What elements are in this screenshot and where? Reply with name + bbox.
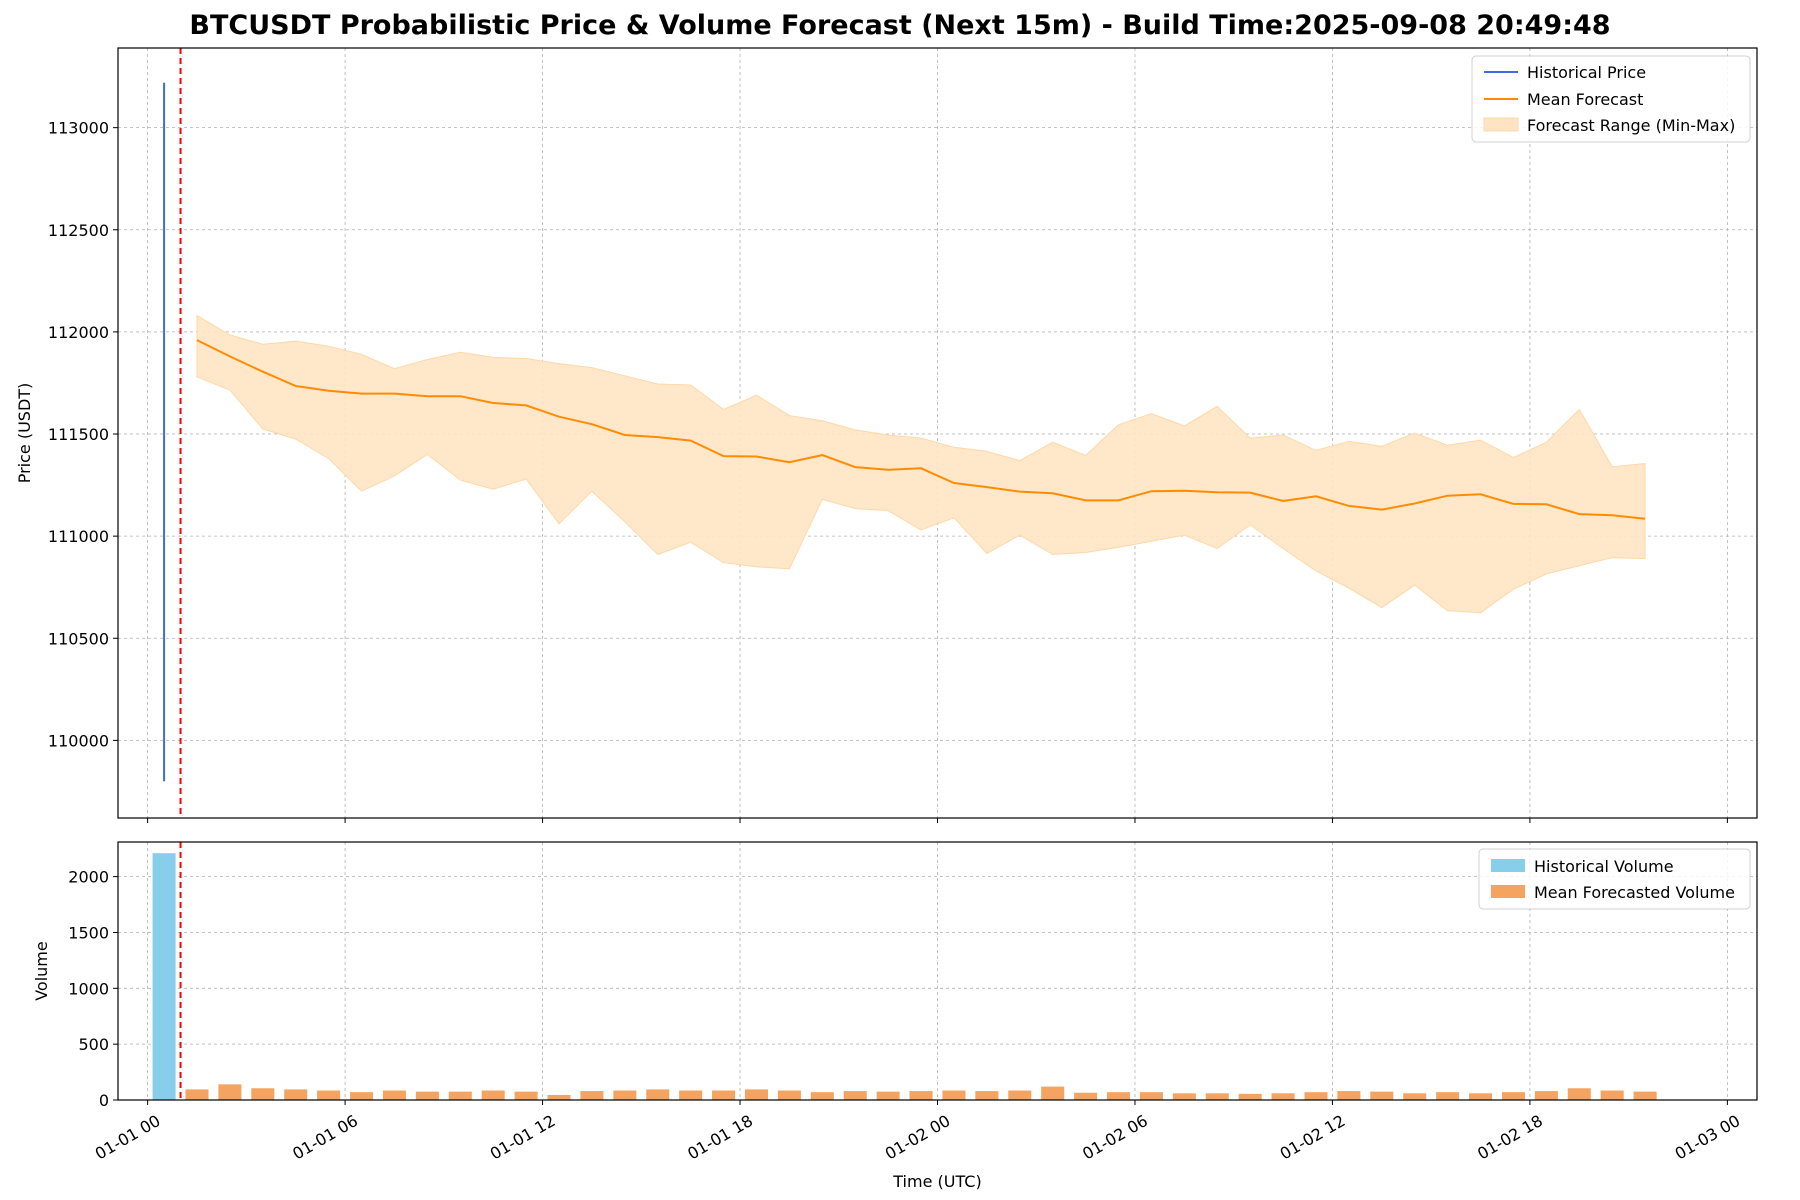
forecast-volume-bar: [1567, 1088, 1591, 1100]
legend-swatch-historical-volume: [1491, 859, 1525, 872]
x-axis-label: Time (UTC): [892, 1172, 981, 1191]
forecast-volume-bar: [1172, 1093, 1196, 1100]
forecast-volume-bar: [613, 1090, 637, 1100]
x-tick-label: 01-02 06: [1079, 1111, 1151, 1163]
forecast-volume-bar: [580, 1091, 604, 1100]
volume-legend-box: [1478, 848, 1751, 910]
volume-plot-frame: [117, 841, 1758, 1101]
forecast-volume-bar: [1041, 1086, 1065, 1100]
forecast-volume-bar: [1501, 1092, 1525, 1100]
price-y-tick-label: 112500: [48, 221, 109, 240]
forecast-volume-bar: [810, 1092, 834, 1100]
forecast-volume-bar: [547, 1094, 571, 1100]
x-tick-label: 01-01 00: [92, 1111, 164, 1163]
mean-forecast-line: [196, 339, 1646, 520]
historical-volume-bar: [152, 853, 176, 1100]
forecast-volume-bar: [1337, 1091, 1361, 1100]
legend-label-mean-forecast: Mean Forecast: [1527, 90, 1643, 109]
forecast-volume-bar: [876, 1091, 900, 1100]
forecast-volume-bar: [1469, 1093, 1493, 1100]
forecast-volume-bar: [744, 1089, 769, 1100]
volume-y-tick-label: 0: [99, 1091, 109, 1110]
forecast-volume-bar: [975, 1091, 999, 1100]
x-tick-label: 01-03 00: [1672, 1111, 1744, 1163]
forecast-volume-bar: [843, 1091, 867, 1100]
forecast-volume-bar: [646, 1089, 670, 1100]
legend-label-historical-price: Historical Price: [1527, 63, 1646, 82]
forecast-volume-bar: [1106, 1092, 1131, 1100]
legend-swatch-forecast-range: [1483, 117, 1519, 132]
legend-label-forecast-range: Forecast Range (Min-Max): [1527, 116, 1735, 135]
volume-y-tick-label: 1500: [68, 923, 109, 942]
x-tick-label: 01-01 12: [487, 1111, 559, 1163]
legend-swatch-mean-forecast-volume: [1491, 885, 1525, 898]
x-tick-label: 01-02 00: [882, 1111, 954, 1163]
forecast-volume-bar: [1403, 1093, 1427, 1100]
volume-y-tick-label: 2000: [68, 868, 109, 887]
x-tick-label: 01-02 18: [1474, 1111, 1546, 1163]
price-plot-frame: [117, 47, 1758, 819]
forecast-volume-bar: [1139, 1092, 1163, 1100]
forecast-volume-bar: [317, 1090, 341, 1100]
forecast-volume-bar: [1074, 1092, 1098, 1100]
forecast-volume-bar: [415, 1091, 439, 1100]
forecast-volume-bar: [777, 1090, 801, 1100]
forecast-volume-bar: [1436, 1092, 1460, 1100]
forecast-volume-bar: [1370, 1091, 1394, 1100]
volume-y-tick-label: 500: [78, 1035, 109, 1054]
forecast-volume-bar: [514, 1091, 538, 1100]
forecast-volume-bar: [382, 1090, 406, 1100]
forecast-range-band: [196, 314, 1646, 614]
forecast-volume-bar: [448, 1091, 472, 1100]
legend-label-mean-forecast-volume: Mean Forecasted Volume: [1534, 883, 1735, 902]
forecast-volume-bar: [185, 1089, 209, 1100]
price-y-tick-label: 111000: [48, 527, 109, 546]
volume-y-axis-label: Volume: [32, 941, 51, 1001]
price-legend-box: [1471, 55, 1751, 143]
forecast-volume-bar: [1238, 1093, 1262, 1100]
forecast-volume-bar: [1008, 1090, 1032, 1100]
forecast-volume-bar: [679, 1090, 703, 1100]
price-y-tick-label: 113000: [48, 119, 109, 138]
chart-title: BTCUSDT Probabilistic Price & Volume For…: [189, 10, 1611, 41]
forecast-volume-bar: [1271, 1093, 1295, 1100]
forecast-volume-bar: [942, 1090, 966, 1100]
price-y-tick-label: 111500: [48, 425, 109, 444]
forecast-volume-bar: [218, 1084, 242, 1100]
forecast-volume-bar: [350, 1092, 374, 1100]
x-tick-label: 01-01 06: [289, 1111, 361, 1163]
forecast-volume-bar: [1205, 1093, 1229, 1100]
x-tick-label: 01-01 18: [684, 1111, 756, 1163]
volume-y-tick-label: 1000: [68, 979, 109, 998]
legend-label-historical-volume: Historical Volume: [1534, 857, 1674, 876]
forecast-volume-bar: [1304, 1092, 1328, 1100]
price-y-axis-label: Price (USDT): [15, 383, 34, 484]
price-y-tick-label: 110000: [48, 731, 109, 750]
x-tick-label: 01-02 12: [1277, 1111, 1349, 1163]
forecast-volume-bar: [284, 1089, 308, 1100]
forecast-volume-bar: [1600, 1090, 1624, 1100]
forecast-volume-bar: [251, 1088, 275, 1100]
forecast-volume-bar: [481, 1090, 505, 1100]
price-y-tick-label: 112000: [48, 323, 109, 342]
forecast-volume-bar: [1633, 1091, 1657, 1100]
forecast-volume-bar: [1534, 1091, 1558, 1100]
forecast-volume-bar: [909, 1091, 933, 1100]
forecast-volume-bar: [712, 1090, 736, 1100]
price-y-tick-label: 110500: [48, 629, 109, 648]
